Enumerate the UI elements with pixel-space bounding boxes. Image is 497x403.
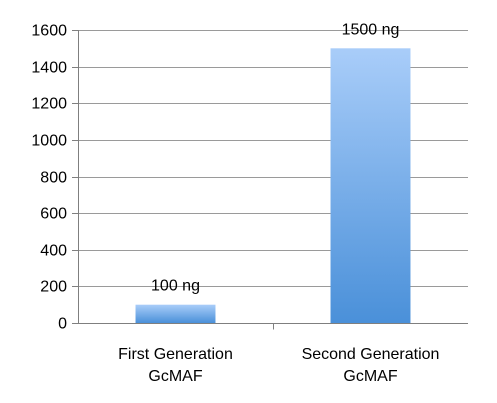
y-axis: 0 200 400 600 800 1000 1200 1400 1600 [31, 23, 468, 333]
bar [330, 48, 411, 323]
labels: 100 ng First Generation GcMAF 1500 ng Second… [118, 21, 439, 385]
y-tick-label: 1200 [31, 96, 67, 113]
x-category-label: GcMAF [148, 368, 202, 385]
x-category-label: First Generation [118, 346, 233, 363]
x-category-label: Second Generation [302, 346, 440, 363]
y-tick-label: 800 [40, 170, 67, 187]
y-tick-label: 1000 [31, 133, 67, 150]
bar [135, 304, 216, 323]
y-tick-label: 600 [40, 206, 67, 223]
bars [135, 48, 411, 323]
gridlines [78, 30, 468, 287]
data-label: 1500 ng [342, 21, 400, 38]
y-tick-label: 400 [40, 243, 67, 260]
y-tick-label: 1600 [31, 23, 67, 40]
data-label: 100 ng [151, 278, 200, 295]
y-tick-label: 1400 [31, 60, 67, 77]
x-category-label: GcMAF [343, 368, 397, 385]
y-tick-label: 0 [58, 316, 67, 333]
y-tick-label: 200 [40, 279, 67, 296]
